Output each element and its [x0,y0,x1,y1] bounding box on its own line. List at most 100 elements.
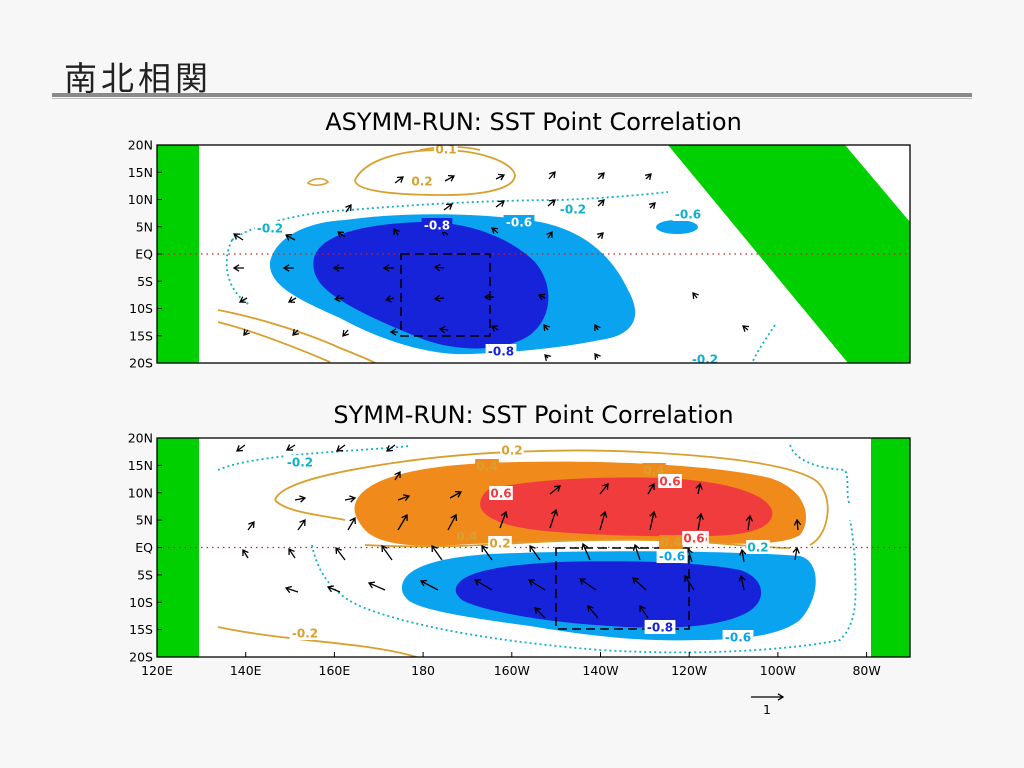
symm-title: SYMM-RUN: SST Point Correlation [333,401,733,429]
x-tick-label: 160W [494,663,530,678]
y-tick-label: 15S [129,328,153,343]
wind-vector [495,200,505,208]
contour-label: 0.4 [476,460,497,474]
contour-label: 0.6 [659,475,680,489]
wind-vector [745,514,754,531]
contour-label: -0.6 [659,550,685,564]
wind-vector [337,231,346,238]
symm-contour-0.2-north [274,449,829,546]
wind-vector [447,513,458,531]
wind-vector [594,323,601,332]
wind-vector [382,264,394,272]
contour-label: 0.2 [489,537,510,551]
contour-label: -0.6 [506,216,532,230]
contour-label: -0.2 [287,456,313,470]
wind-vector [389,328,398,336]
symm-contour-neg-0.2-south [311,519,857,654]
wind-vector [581,542,591,561]
wind-vector [232,264,244,272]
asymm-contour-south-2 [217,321,331,363]
wind-vector [639,604,649,619]
wind-vector [243,328,250,336]
contour-label-bg [289,626,321,640]
contour-label-bg [672,207,704,221]
asymm-contour-neg-0.2-east [751,324,776,363]
wind-vector [594,353,601,361]
wind-vector [481,545,493,561]
symm-land-east [871,438,910,657]
contour-label: 0.2 [747,541,768,555]
contour-label: -0.6 [675,208,701,222]
wind-vector [345,204,352,213]
x-tick-label: 140W [582,663,618,678]
wind-vector [419,579,439,591]
contour-label-bg [488,536,512,550]
wind-vector [344,495,357,503]
y-tick-label: 5N [136,513,153,528]
wind-vector [473,579,493,591]
wind-vector [483,293,494,301]
contour-label: -0.8 [488,345,514,359]
symm-contour-0.2-sw [217,626,420,657]
wind-vector [599,483,609,495]
wind-vector [242,548,249,559]
contour-label-bg [682,531,706,545]
wind-vector [548,171,556,180]
wind-vector [549,508,559,529]
contour-label-bg [455,529,479,543]
symm-shade-pos-0.6 [480,477,773,537]
wind-vector [288,547,296,559]
wind-vector [537,293,546,301]
wind-vector [386,444,396,452]
y-tick-label: 5S [137,567,153,582]
wind-vector [292,329,299,336]
x-tick-label: 100W [760,663,796,678]
wind-vector [284,234,296,241]
wind-vector [238,296,248,303]
wind-vector [397,513,408,531]
wind-vector [381,545,393,561]
wind-vector [326,585,341,593]
wind-vector [284,585,299,594]
wind-vector [599,510,608,531]
wind-vector [597,172,605,180]
wind-vector [695,482,703,495]
wind-vector [490,325,499,332]
contour-label: -0.8 [647,621,673,635]
wind-vector [499,510,508,529]
wind-vector [367,581,386,591]
contour-label: -0.2 [560,203,586,217]
y-tick-label: 15N [128,165,153,180]
wind-vector [632,577,647,591]
wind-vector [285,444,296,451]
y-tick-label: 10N [128,192,153,207]
contour-label: 0.4 [456,530,477,544]
wind-vector [529,545,541,561]
y-tick-label: 20N [128,138,153,153]
y-tick-label: 15N [128,458,153,473]
contour-label-bg [475,459,499,473]
asymm-reference-box [400,253,491,337]
contour-label-bg [434,145,458,156]
wind-vector [333,294,345,303]
contour-label: 0.2 [411,175,432,189]
wind-vector [587,605,599,619]
wind-vector [549,485,561,495]
contour-label-bg [254,221,286,235]
contour-label-bg [421,218,453,232]
asymm-contour-neg-0.2-north [231,191,669,241]
contour-label-bg [658,474,682,488]
wind-vector [335,547,346,561]
wind-vector [491,227,499,234]
y-tick-label: 5N [136,219,153,234]
wind-vector [297,519,306,531]
symm-contour-0.2-west [274,499,346,521]
wind-vector [247,521,255,531]
wind-vector [495,173,506,181]
y-tick-label: EQ [135,540,153,555]
y-tick-label: 10N [128,485,153,500]
wind-vector [738,574,746,591]
title-divider [52,93,972,97]
